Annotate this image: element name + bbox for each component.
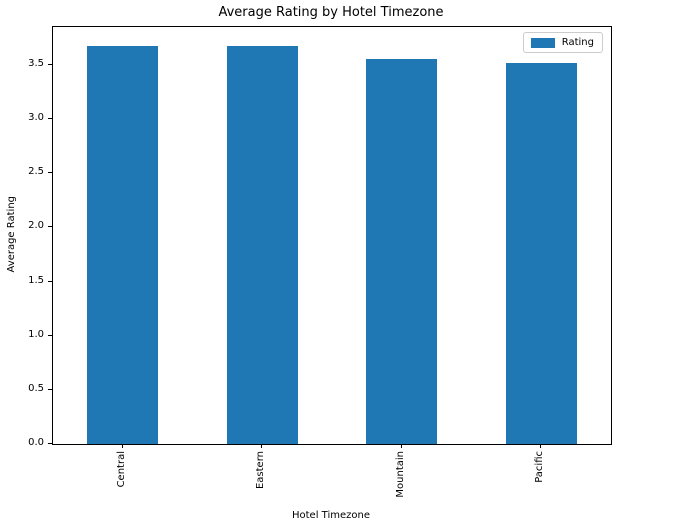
bar-mountain [366,59,438,444]
y-tick-mark [48,118,52,120]
y-tick-label: 1.0 [28,328,44,340]
y-tick-mark [48,280,52,282]
y-tick-label: 3.0 [28,112,44,124]
bar-pacific [505,63,577,444]
x-tick-mark [400,444,402,448]
y-tick-mark [48,443,52,444]
y-axis-label: Average Rating [5,196,17,273]
bar-central [87,46,159,444]
x-tick-mark [261,444,263,448]
y-tick-label: 2.0 [28,220,44,232]
chart-title: Average Rating by Hotel Timezone [218,5,444,20]
y-tick-label: 3.5 [28,57,44,69]
legend-swatch [530,37,555,48]
x-axis-label: Hotel Timezone [292,510,370,521]
y-tick-label: 0.0 [28,437,44,448]
bar-eastern [226,46,298,444]
y-tick-label: 1.5 [28,274,44,286]
x-tick-label-mountain: Mountain [394,451,406,498]
y-tick-label: 2.5 [28,166,44,178]
y-tick-mark [48,172,52,174]
y-axis-label-wrap: Average Rating [3,26,19,443]
y-tick-mark [48,334,52,336]
legend-label: Rating [561,37,594,48]
x-tick-label-central: Central [115,451,127,488]
x-tick-label-pacific: Pacific [534,451,546,483]
y-tick-label: 0.5 [28,382,44,394]
x-tick-mark [540,444,542,448]
plot-area: Rating [52,26,612,445]
y-tick-mark [48,63,52,65]
y-tick-mark [48,388,52,390]
x-tick-label-eastern: Eastern [255,451,267,490]
y-tick-mark [48,226,52,228]
x-tick-mark [121,444,123,448]
legend: Rating [522,32,603,53]
